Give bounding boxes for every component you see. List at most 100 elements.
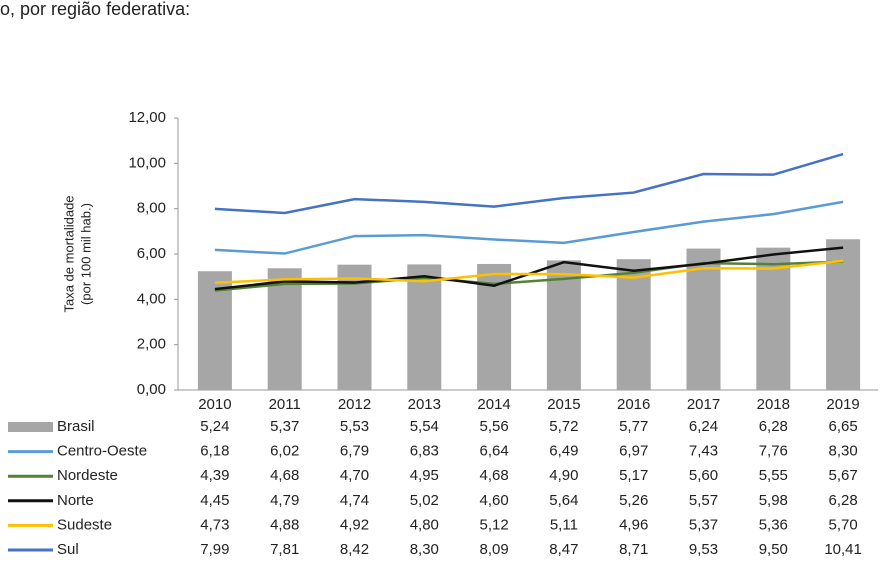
y-axis-label: Taxa de mortalidade bbox=[61, 195, 76, 312]
x-tick-label: 2014 bbox=[477, 396, 510, 413]
table-value: 5,57 bbox=[689, 492, 718, 509]
table-value: 4,39 bbox=[200, 467, 229, 484]
table-value: 5,98 bbox=[759, 492, 788, 509]
x-tick-label: 2018 bbox=[757, 396, 790, 413]
table-value: 4,80 bbox=[410, 516, 439, 533]
table-value: 6,65 bbox=[828, 418, 857, 435]
table-value: 4,68 bbox=[270, 467, 299, 484]
table-value: 7,43 bbox=[689, 443, 718, 460]
table-value: 5,17 bbox=[619, 467, 648, 484]
table-value: 8,30 bbox=[828, 443, 857, 460]
table-value: 4,79 bbox=[270, 492, 299, 509]
table-value: 5,11 bbox=[550, 516, 578, 533]
table-value: 4,74 bbox=[340, 492, 369, 509]
bar bbox=[826, 239, 861, 390]
table-value: 5,26 bbox=[619, 492, 648, 509]
y-tick-label: 6,00 bbox=[137, 245, 166, 262]
table-value: 4,92 bbox=[340, 516, 369, 533]
bar bbox=[337, 264, 372, 390]
table-value: 6,49 bbox=[549, 443, 578, 460]
legend-swatch bbox=[8, 422, 53, 432]
table-value: 4,68 bbox=[479, 467, 508, 484]
table-value: 4,73 bbox=[200, 516, 229, 533]
y-tick-label: 0,00 bbox=[137, 381, 166, 398]
table-value: 4,70 bbox=[340, 467, 369, 484]
legend-label: Norte bbox=[57, 492, 94, 509]
table-value: 5,02 bbox=[410, 492, 439, 509]
y-tick-label: 2,00 bbox=[137, 336, 166, 353]
legend-label: Nordeste bbox=[57, 467, 118, 484]
table-value: 5,12 bbox=[479, 516, 508, 533]
table-value: 10,41 bbox=[824, 541, 862, 558]
line bbox=[214, 200, 844, 255]
table-value: 6,02 bbox=[270, 443, 299, 460]
line bbox=[214, 152, 844, 215]
y-tick-label: 12,00 bbox=[128, 109, 166, 126]
x-tick-label: 2010 bbox=[198, 396, 231, 413]
y-tick-label: 10,00 bbox=[128, 154, 166, 171]
bar bbox=[756, 247, 791, 390]
table-value: 5,67 bbox=[828, 467, 857, 484]
table-value: 9,50 bbox=[759, 541, 788, 558]
table-value: 5,60 bbox=[689, 467, 718, 484]
x-tick-label: 2019 bbox=[826, 396, 859, 413]
table-value: 4,90 bbox=[549, 467, 578, 484]
bar bbox=[197, 271, 232, 390]
table-value: 4,60 bbox=[479, 492, 508, 509]
table-value: 4,96 bbox=[619, 516, 648, 533]
table-value: 7,76 bbox=[759, 443, 788, 460]
table-value: 5,55 bbox=[759, 467, 788, 484]
line bbox=[214, 259, 844, 285]
x-tick-label: 2013 bbox=[408, 396, 441, 413]
table-value: 4,95 bbox=[410, 467, 439, 484]
line bbox=[214, 260, 844, 292]
bar bbox=[407, 264, 442, 390]
table-value: 5,36 bbox=[759, 516, 788, 533]
table-value: 6,18 bbox=[200, 443, 229, 460]
table-value: 5,72 bbox=[549, 418, 578, 435]
table-value: 8,71 bbox=[619, 541, 648, 558]
table-value: 8,30 bbox=[410, 541, 439, 558]
heading: o, por região federativa: bbox=[0, 0, 190, 19]
x-tick-label: 2011 bbox=[269, 396, 301, 413]
legend-label: Brasil bbox=[57, 418, 95, 435]
table-value: 6,97 bbox=[619, 443, 648, 460]
legend-label: Centro-Oeste bbox=[57, 443, 147, 460]
table-value: 6,83 bbox=[410, 443, 439, 460]
table-value: 6,28 bbox=[759, 418, 788, 435]
table-value: 4,45 bbox=[200, 492, 229, 509]
table-value: 5,53 bbox=[340, 418, 369, 435]
x-tick-label: 2017 bbox=[687, 396, 720, 413]
table-value: 8,47 bbox=[549, 541, 578, 558]
y-tick-label: 8,00 bbox=[137, 200, 166, 217]
table-value: 5,37 bbox=[270, 418, 299, 435]
table-value: 7,99 bbox=[200, 541, 229, 558]
table-value: 5,77 bbox=[619, 418, 648, 435]
bar bbox=[267, 268, 302, 390]
table-value: 8,42 bbox=[340, 541, 369, 558]
x-tick-label: 2012 bbox=[338, 396, 371, 413]
bar bbox=[546, 260, 581, 390]
table-value: 5,24 bbox=[200, 418, 229, 435]
y-axis-label: (por 100 mil hab.) bbox=[78, 203, 93, 305]
table-value: 5,56 bbox=[479, 418, 508, 435]
legend-label: Sul bbox=[57, 541, 79, 558]
table-value: 9,53 bbox=[689, 541, 718, 558]
bar bbox=[616, 259, 651, 390]
table-value: 8,09 bbox=[479, 541, 508, 558]
table-value: 6,28 bbox=[828, 492, 857, 509]
table-value: 6,79 bbox=[340, 443, 369, 460]
table-value: 7,81 bbox=[270, 541, 299, 558]
x-tick-label: 2016 bbox=[617, 396, 650, 413]
table-value: 4,88 bbox=[270, 516, 299, 533]
bar bbox=[686, 248, 721, 390]
y-tick-label: 4,00 bbox=[137, 290, 166, 307]
x-tick-label: 2015 bbox=[547, 396, 580, 413]
table-value: 6,24 bbox=[689, 418, 718, 435]
table-value: 5,64 bbox=[549, 492, 578, 509]
table-value: 5,54 bbox=[410, 418, 439, 435]
table-value: 5,70 bbox=[828, 516, 857, 533]
table-value: 6,64 bbox=[479, 443, 508, 460]
